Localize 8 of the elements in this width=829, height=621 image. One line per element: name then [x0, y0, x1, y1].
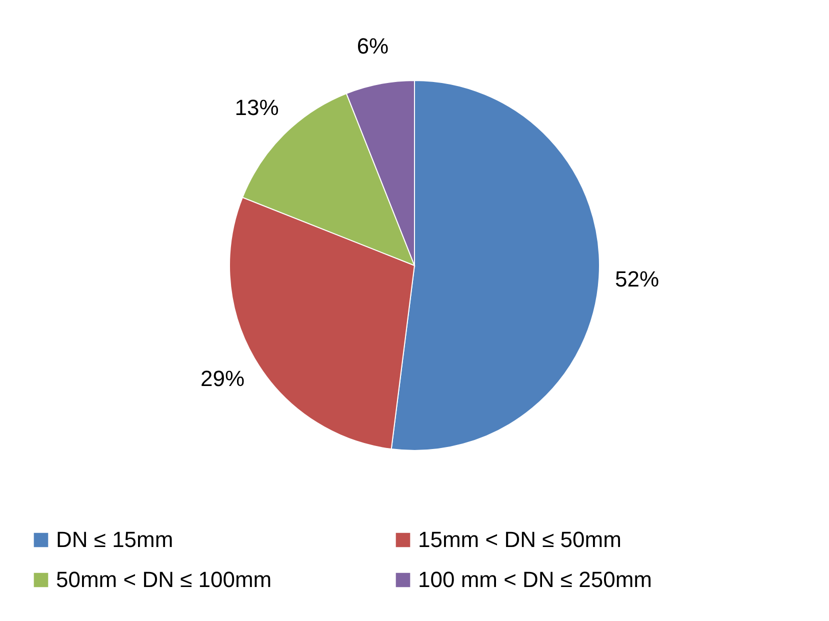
legend-label: 100 mm < DN ≤ 250mm	[418, 567, 652, 592]
legend-label: 15mm < DN ≤ 50mm	[418, 527, 622, 552]
data-label: 6%	[356, 33, 389, 58]
data-label: 13%	[234, 94, 279, 120]
data-label: 29%	[200, 366, 245, 392]
data-label: 52%	[615, 266, 660, 292]
legend-label: 50mm < DN ≤ 100mm	[56, 567, 272, 592]
legend-label: DN ≤ 15mm	[56, 527, 174, 552]
